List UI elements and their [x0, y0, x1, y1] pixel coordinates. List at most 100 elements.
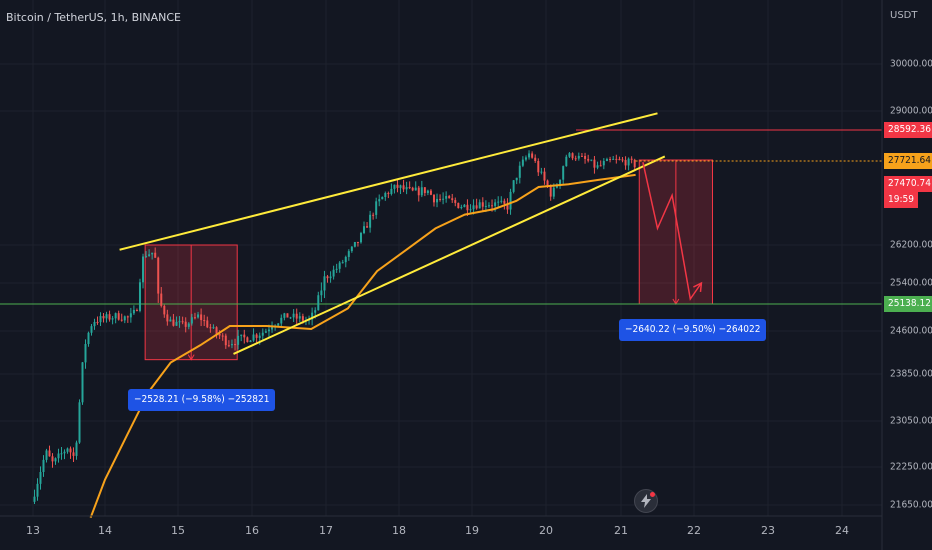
moving-average-group — [89, 173, 636, 519]
candle — [206, 320, 209, 328]
candle — [111, 318, 114, 320]
candle — [584, 155, 587, 159]
candle — [369, 214, 372, 228]
candle — [387, 193, 390, 195]
price-tick: 26200.00 — [890, 239, 932, 251]
measure-label-left[interactable]: −2528.21 (−9.58%) −252821 — [128, 389, 276, 411]
candle — [405, 187, 408, 190]
candle — [381, 197, 384, 200]
candle — [454, 200, 457, 203]
candle — [484, 205, 487, 207]
projected-path — [642, 162, 703, 301]
measure-label-right[interactable]: −2640.22 (−9.50%) −264022 — [619, 319, 767, 341]
time-tick: 18 — [392, 524, 406, 537]
candle — [341, 262, 344, 264]
candle — [230, 344, 233, 346]
candle — [261, 332, 264, 336]
candle — [175, 321, 178, 326]
candle — [252, 334, 255, 341]
candle — [326, 276, 329, 279]
candle — [408, 187, 411, 189]
price-tick: 21650.00 — [890, 499, 932, 511]
candle — [515, 177, 518, 181]
resistance-price-tag: 28592.36 — [884, 122, 932, 138]
time-tick: 24 — [835, 524, 849, 537]
candle — [500, 200, 503, 202]
price-tick: 23850.00 — [890, 368, 932, 380]
candle — [363, 226, 366, 233]
time-tick: 17 — [319, 524, 333, 537]
candle — [402, 185, 405, 190]
candle — [54, 458, 57, 462]
candle — [129, 313, 132, 318]
candle — [39, 472, 42, 484]
candle — [48, 450, 51, 457]
candle — [203, 320, 206, 322]
candle — [347, 251, 350, 257]
candle — [36, 483, 39, 497]
candle — [246, 337, 249, 343]
candle — [57, 453, 60, 459]
candle — [169, 319, 172, 322]
candle — [442, 198, 445, 200]
candle — [432, 194, 435, 203]
candle — [187, 323, 190, 327]
candle — [350, 246, 353, 252]
candle — [375, 201, 378, 215]
candle — [568, 153, 571, 157]
candle — [487, 205, 490, 207]
candle — [543, 171, 546, 181]
candle — [45, 450, 48, 460]
candle — [42, 459, 45, 473]
candle — [420, 187, 423, 196]
candle — [329, 276, 332, 279]
candle — [565, 156, 568, 167]
candle — [90, 326, 93, 333]
candle — [120, 319, 123, 321]
candle — [81, 362, 84, 403]
time-tick: 22 — [687, 524, 701, 537]
flash-button[interactable] — [634, 489, 658, 513]
candle — [478, 202, 481, 209]
time-tick: 13 — [26, 524, 40, 537]
candle — [132, 309, 135, 314]
candle — [249, 340, 252, 343]
candles — [33, 150, 636, 505]
candle — [353, 241, 356, 247]
time-tick: 20 — [539, 524, 553, 537]
candle — [630, 158, 633, 160]
candle — [163, 305, 166, 315]
candle — [298, 316, 301, 319]
candle — [102, 316, 105, 319]
candle — [264, 331, 267, 333]
candle — [227, 345, 230, 347]
candle — [475, 205, 478, 209]
candle — [590, 159, 593, 161]
candle — [429, 190, 432, 195]
candle — [451, 198, 454, 201]
projection-arrow-icon — [693, 281, 703, 293]
lightning-bolt-icon — [641, 494, 651, 508]
price-tick: 29000.00 — [890, 105, 932, 117]
candle — [366, 226, 369, 228]
candle — [78, 402, 81, 443]
candle — [399, 185, 402, 188]
moving-average-line — [89, 173, 636, 519]
candle — [344, 256, 347, 263]
candle — [75, 442, 78, 456]
candle — [117, 313, 120, 320]
candle — [160, 293, 163, 306]
candle — [335, 268, 338, 270]
candle — [512, 180, 515, 192]
chart-grid — [0, 0, 882, 516]
candle — [559, 179, 562, 186]
candle — [317, 295, 320, 311]
price-tick: 24600.00 — [890, 325, 932, 337]
candle — [518, 165, 521, 178]
candle — [509, 191, 512, 210]
candle — [534, 157, 537, 161]
candle — [497, 201, 500, 203]
symbol-title[interactable]: Bitcoin / TetherUS, 1h, BINANCE — [6, 11, 182, 24]
candle — [72, 452, 75, 456]
